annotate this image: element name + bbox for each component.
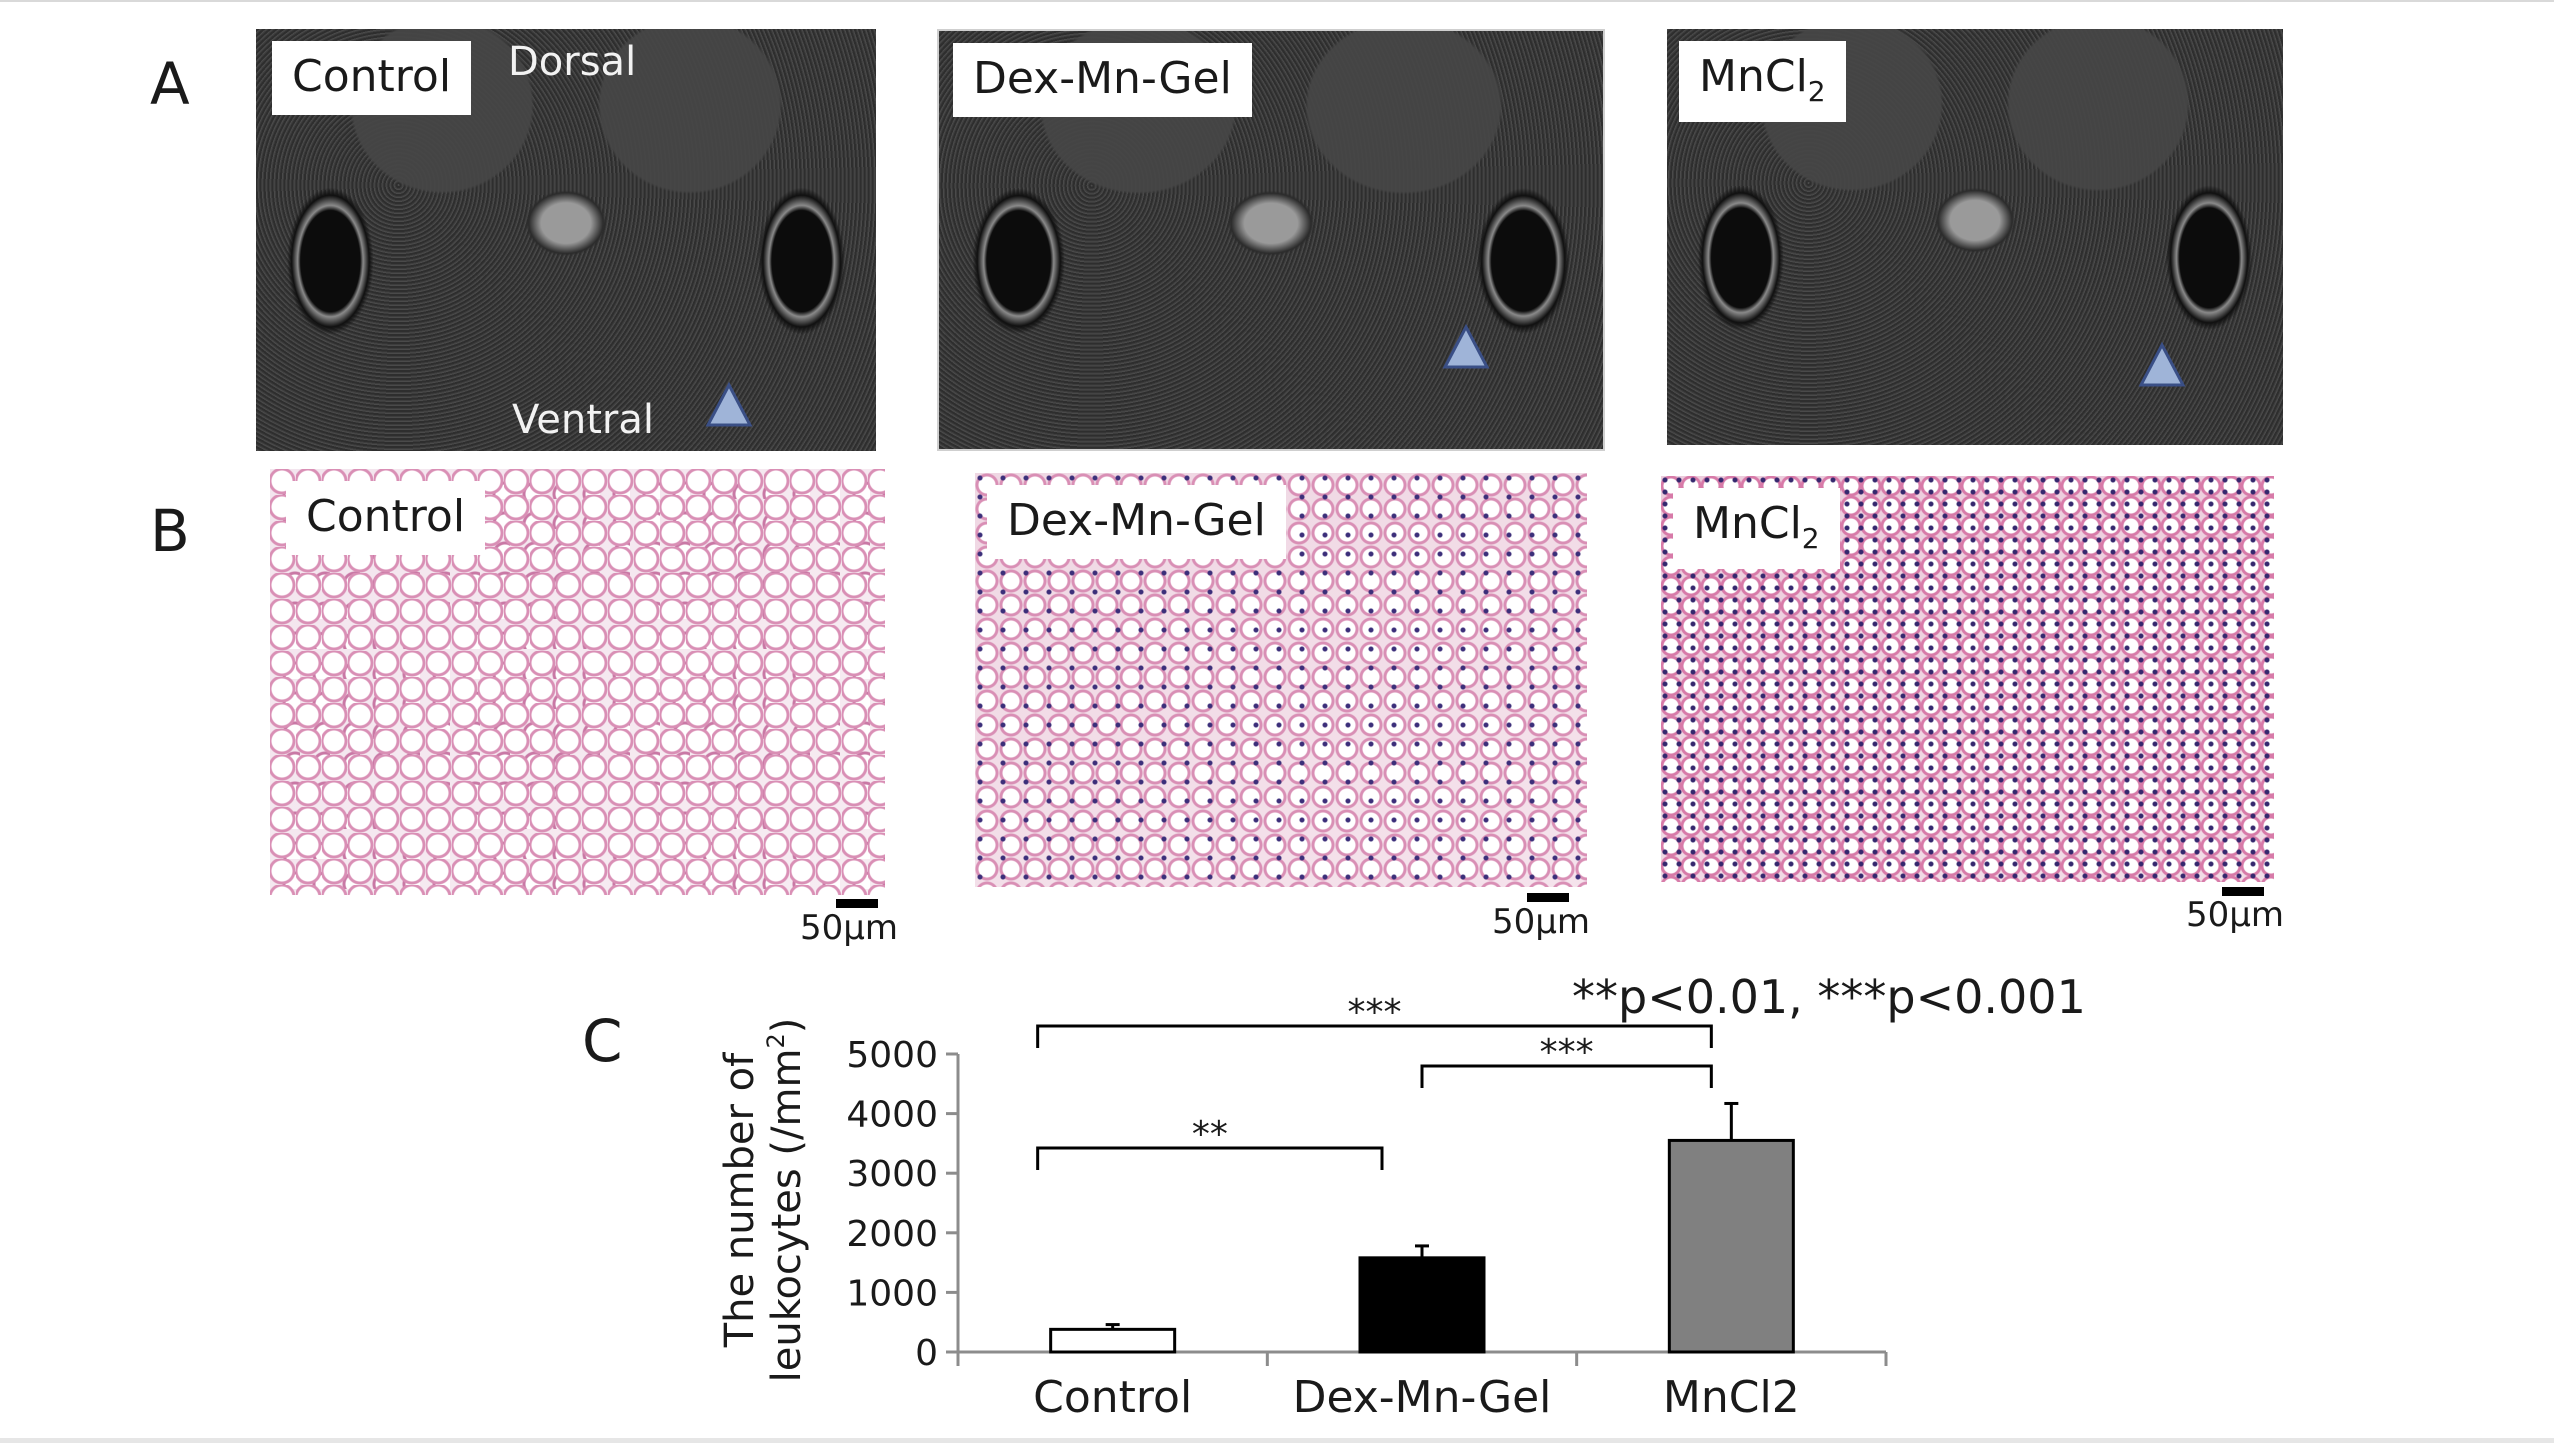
arrowhead-marker-icon <box>705 381 753 427</box>
bottom-divider <box>0 1438 2554 1443</box>
significance-bracket <box>1036 1024 1713 1048</box>
significance-stars: *** <box>1348 992 1402 1033</box>
panel-a-letter: A <box>150 50 190 118</box>
arrowhead-marker-icon <box>1442 323 1490 369</box>
mri-mncl2-image: MnCl2 <box>1667 29 2283 445</box>
histology-dex-mn-gel-label: Dex-Mn-Gel <box>987 485 1286 559</box>
dorsal-label: Dorsal <box>508 39 637 85</box>
y-tick-label: 1000 <box>846 1273 938 1314</box>
ventral-label: Ventral <box>512 397 654 443</box>
significance-stars: *** <box>1540 1032 1594 1073</box>
bar <box>1358 1256 1486 1354</box>
histology-control-label: Control <box>286 481 486 555</box>
significance-stars: ** <box>1192 1114 1228 1155</box>
significance-bracket <box>1036 1146 1384 1170</box>
mri-dex-mn-gel-label: Dex-Mn-Gel <box>953 43 1252 117</box>
scale-bar-label: 50μm <box>800 908 899 948</box>
mri-mncl2-label: MnCl2 <box>1679 41 1846 122</box>
bar <box>1049 1327 1177 1354</box>
histology-mncl2-label: MnCl2 <box>1673 488 1840 569</box>
x-tick-label: Control <box>1033 1372 1192 1423</box>
y-tick-label: 3000 <box>846 1154 938 1195</box>
y-tick-label: 5000 <box>846 1035 938 1076</box>
panel-b-letter: B <box>150 497 190 565</box>
mri-control-image: Control Dorsal Ventral <box>256 29 876 451</box>
x-tick-label: Dex-Mn-Gel <box>1293 1372 1552 1423</box>
histology-dex-mn-gel-image: Dex-Mn-Gel <box>975 473 1587 887</box>
scale-bar <box>2222 887 2264 896</box>
y-tick-label: 4000 <box>846 1095 938 1136</box>
histology-mncl2-image: MnCl2 <box>1661 476 2274 882</box>
x-tick-label: MnCl2 <box>1663 1372 1800 1423</box>
y-tick-label: 0 <box>915 1333 938 1374</box>
y-tick-label: 2000 <box>846 1214 938 1255</box>
histology-control-image: Control <box>270 469 885 895</box>
significance-bracket <box>1420 1064 1713 1088</box>
significance-note: **p<0.01, ***p<0.001 <box>1572 970 2086 1024</box>
top-divider <box>0 0 2554 2</box>
scale-bar <box>1527 893 1569 902</box>
arrowhead-marker-icon <box>2138 341 2186 387</box>
bar <box>1667 1138 1795 1354</box>
panel-c-letter: C <box>582 1007 623 1075</box>
y-axis-label-line1: The number of <box>717 1052 763 1348</box>
scale-bar-label: 50μm <box>1492 902 1591 942</box>
y-axis-label: The number of leukocytes (/mm2) <box>717 1018 810 1383</box>
mri-control-label: Control <box>272 41 472 115</box>
scale-bar-label: 50μm <box>2186 895 2285 935</box>
y-axis-label-line2: leukocytes (/mm2) <box>762 1018 810 1383</box>
mri-dex-mn-gel-image: Dex-Mn-Gel <box>937 29 1605 451</box>
scale-bar <box>836 899 878 908</box>
